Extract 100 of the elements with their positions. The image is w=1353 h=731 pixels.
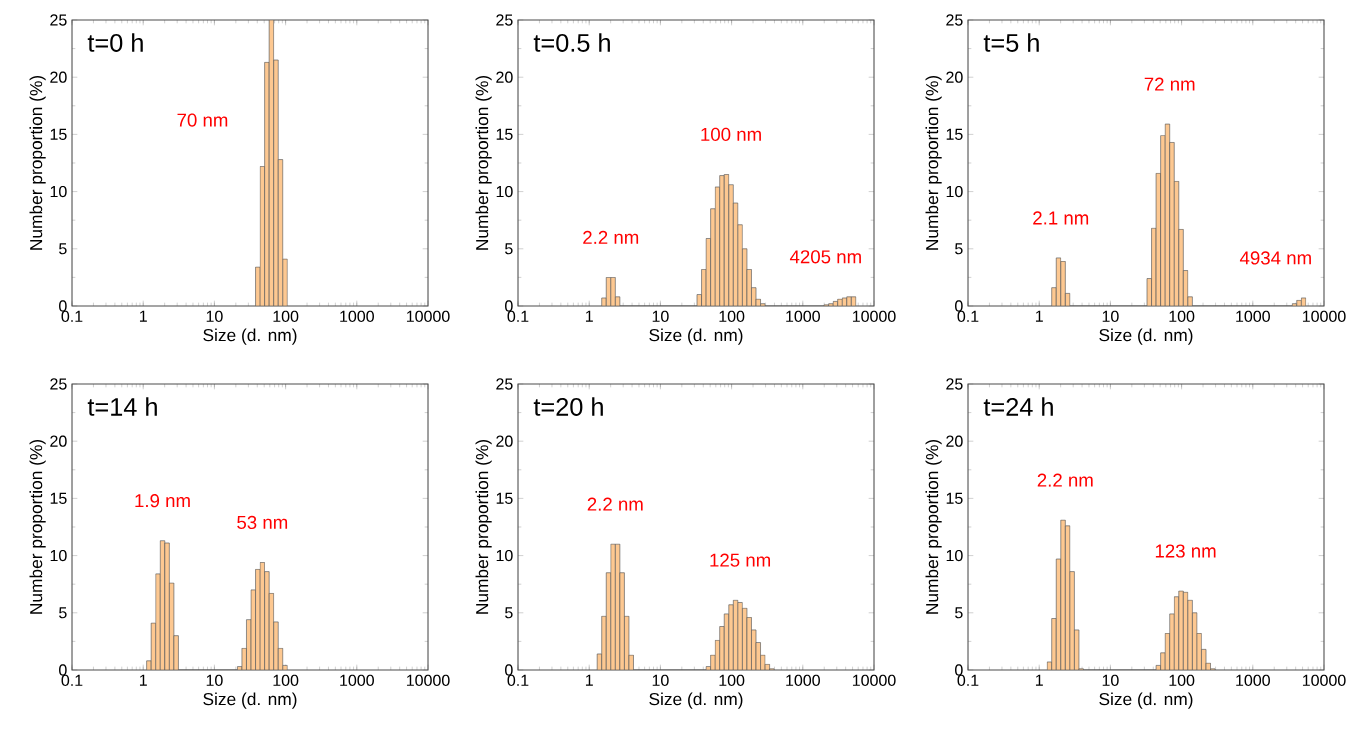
- chart-title: t=0 h: [87, 33, 143, 52]
- y-tick-label: 15: [946, 492, 963, 504]
- annotation: 2.2 nm: [583, 230, 639, 244]
- annotation: 123 nm: [1155, 544, 1216, 558]
- x-tick-label: 100: [1169, 674, 1195, 687]
- y-tick-label: 15: [50, 492, 67, 504]
- y-tick-label: 20: [496, 435, 513, 447]
- x-tick-label: 0.1: [507, 674, 529, 687]
- y-tick-label: 20: [946, 435, 963, 447]
- y-tick-label: 10: [946, 549, 963, 562]
- y-tick-label: 0: [955, 300, 963, 312]
- x-tick-label: 1000: [1236, 674, 1270, 687]
- x-axis-title: Size (d. nm): [649, 328, 743, 345]
- y-tick-label: 5: [955, 243, 963, 255]
- y-tick-label: 5: [955, 607, 963, 619]
- y-tick-label: 15: [496, 492, 513, 504]
- chart-title: t=14 h: [87, 397, 157, 416]
- chart-title: t=24 h: [983, 397, 1053, 416]
- chart-title: t=5 h: [983, 33, 1039, 52]
- annotation: 4934 nm: [1239, 251, 1311, 265]
- x-tick-label: 0.1: [61, 674, 83, 687]
- y-tick-label: 25: [946, 14, 963, 26]
- y-tick-label: 5: [505, 607, 513, 619]
- y-tick-label: 0: [955, 664, 963, 676]
- y-tick-label: 25: [496, 378, 513, 390]
- y-tick-label: 5: [59, 607, 67, 619]
- y-axis-title: Number proportion (%): [925, 439, 942, 614]
- y-tick-label: 15: [946, 128, 963, 140]
- x-tick-label: 10000: [1302, 674, 1346, 687]
- x-tick-label: 1000: [786, 674, 820, 687]
- x-tick-label: 1000: [786, 310, 820, 323]
- x-axis-title: Size (d. nm): [1099, 692, 1193, 709]
- x-tick-label: 10000: [1302, 310, 1346, 323]
- x-tick-label: 1: [585, 674, 593, 686]
- x-tick-label: 10000: [852, 674, 896, 687]
- y-tick-label: 0: [59, 300, 67, 312]
- chart-title: t=0.5 h: [533, 33, 610, 52]
- x-tick-label: 100: [273, 310, 299, 323]
- y-tick-label: 20: [946, 71, 963, 83]
- y-tick-label: 10: [50, 185, 67, 198]
- y-tick-label: 20: [496, 71, 513, 83]
- x-tick-label: 1: [139, 310, 147, 322]
- y-tick-label: 10: [946, 185, 963, 198]
- y-tick-label: 20: [50, 435, 67, 447]
- annotation: 53 nm: [237, 515, 288, 530]
- y-tick-label: 25: [50, 378, 67, 390]
- x-tick-label: 10: [652, 310, 669, 323]
- x-axis-title: Size (d. nm): [1099, 328, 1193, 345]
- x-tick-label: 10: [206, 310, 223, 323]
- y-tick-label: 25: [50, 14, 67, 26]
- x-tick-label: 10: [1102, 674, 1119, 687]
- x-tick-label: 100: [719, 310, 745, 323]
- x-tick-label: 1: [585, 310, 593, 322]
- y-tick-label: 5: [505, 243, 513, 255]
- x-tick-label: 10: [206, 674, 223, 687]
- y-tick-label: 15: [50, 128, 67, 140]
- annotation: 4205 nm: [789, 250, 861, 264]
- y-axis-title: Number proportion (%): [29, 439, 46, 614]
- y-axis-title: Number proportion (%): [475, 439, 492, 614]
- x-tick-label: 1: [1035, 310, 1043, 322]
- x-axis-title: Size (d. nm): [203, 692, 297, 709]
- y-tick-label: 0: [505, 300, 513, 312]
- y-axis-title: Number proportion (%): [29, 75, 46, 250]
- x-tick-label: 10: [1102, 310, 1119, 323]
- x-tick-label: 0.1: [957, 674, 979, 687]
- annotation: 70 nm: [177, 113, 228, 127]
- x-tick-label: 1: [139, 674, 147, 686]
- x-tick-label: 100: [273, 674, 299, 687]
- x-axis-title: Size (d. nm): [203, 328, 297, 345]
- annotation: 2.2 nm: [587, 497, 643, 511]
- x-tick-label: 1000: [340, 310, 374, 323]
- y-tick-label: 10: [50, 549, 67, 562]
- y-tick-label: 15: [496, 128, 513, 140]
- x-tick-label: 10000: [406, 674, 450, 687]
- annotation: 100 nm: [701, 127, 761, 141]
- annotation: 72 nm: [1144, 77, 1195, 91]
- y-tick-label: 0: [505, 664, 513, 676]
- y-tick-label: 25: [496, 14, 513, 26]
- x-tick-label: 1: [1035, 674, 1043, 686]
- y-tick-label: 10: [496, 549, 513, 562]
- x-tick-label: 0.1: [507, 310, 529, 323]
- x-tick-label: 10000: [406, 310, 450, 323]
- x-tick-label: 10: [652, 674, 669, 687]
- x-tick-label: 1000: [340, 674, 374, 687]
- y-axis-title: Number proportion (%): [925, 75, 942, 250]
- x-tick-label: 0.1: [957, 310, 979, 323]
- x-axis-title: Size (d. nm): [649, 692, 743, 709]
- x-tick-label: 100: [1169, 310, 1195, 323]
- chart-title: t=20 h: [533, 397, 603, 416]
- annotation: 2.1 nm: [1033, 211, 1089, 225]
- annotation: 125 nm: [710, 553, 771, 567]
- y-tick-label: 20: [50, 71, 67, 83]
- y-tick-label: 25: [946, 378, 963, 390]
- y-tick-label: 10: [496, 185, 513, 198]
- x-tick-label: 10000: [852, 310, 896, 323]
- x-tick-label: 0.1: [61, 310, 83, 323]
- y-axis-title: Number proportion (%): [475, 75, 492, 250]
- annotation: 1.9 nm: [135, 494, 190, 508]
- y-tick-label: 5: [59, 243, 67, 255]
- y-tick-label: 0: [59, 664, 67, 676]
